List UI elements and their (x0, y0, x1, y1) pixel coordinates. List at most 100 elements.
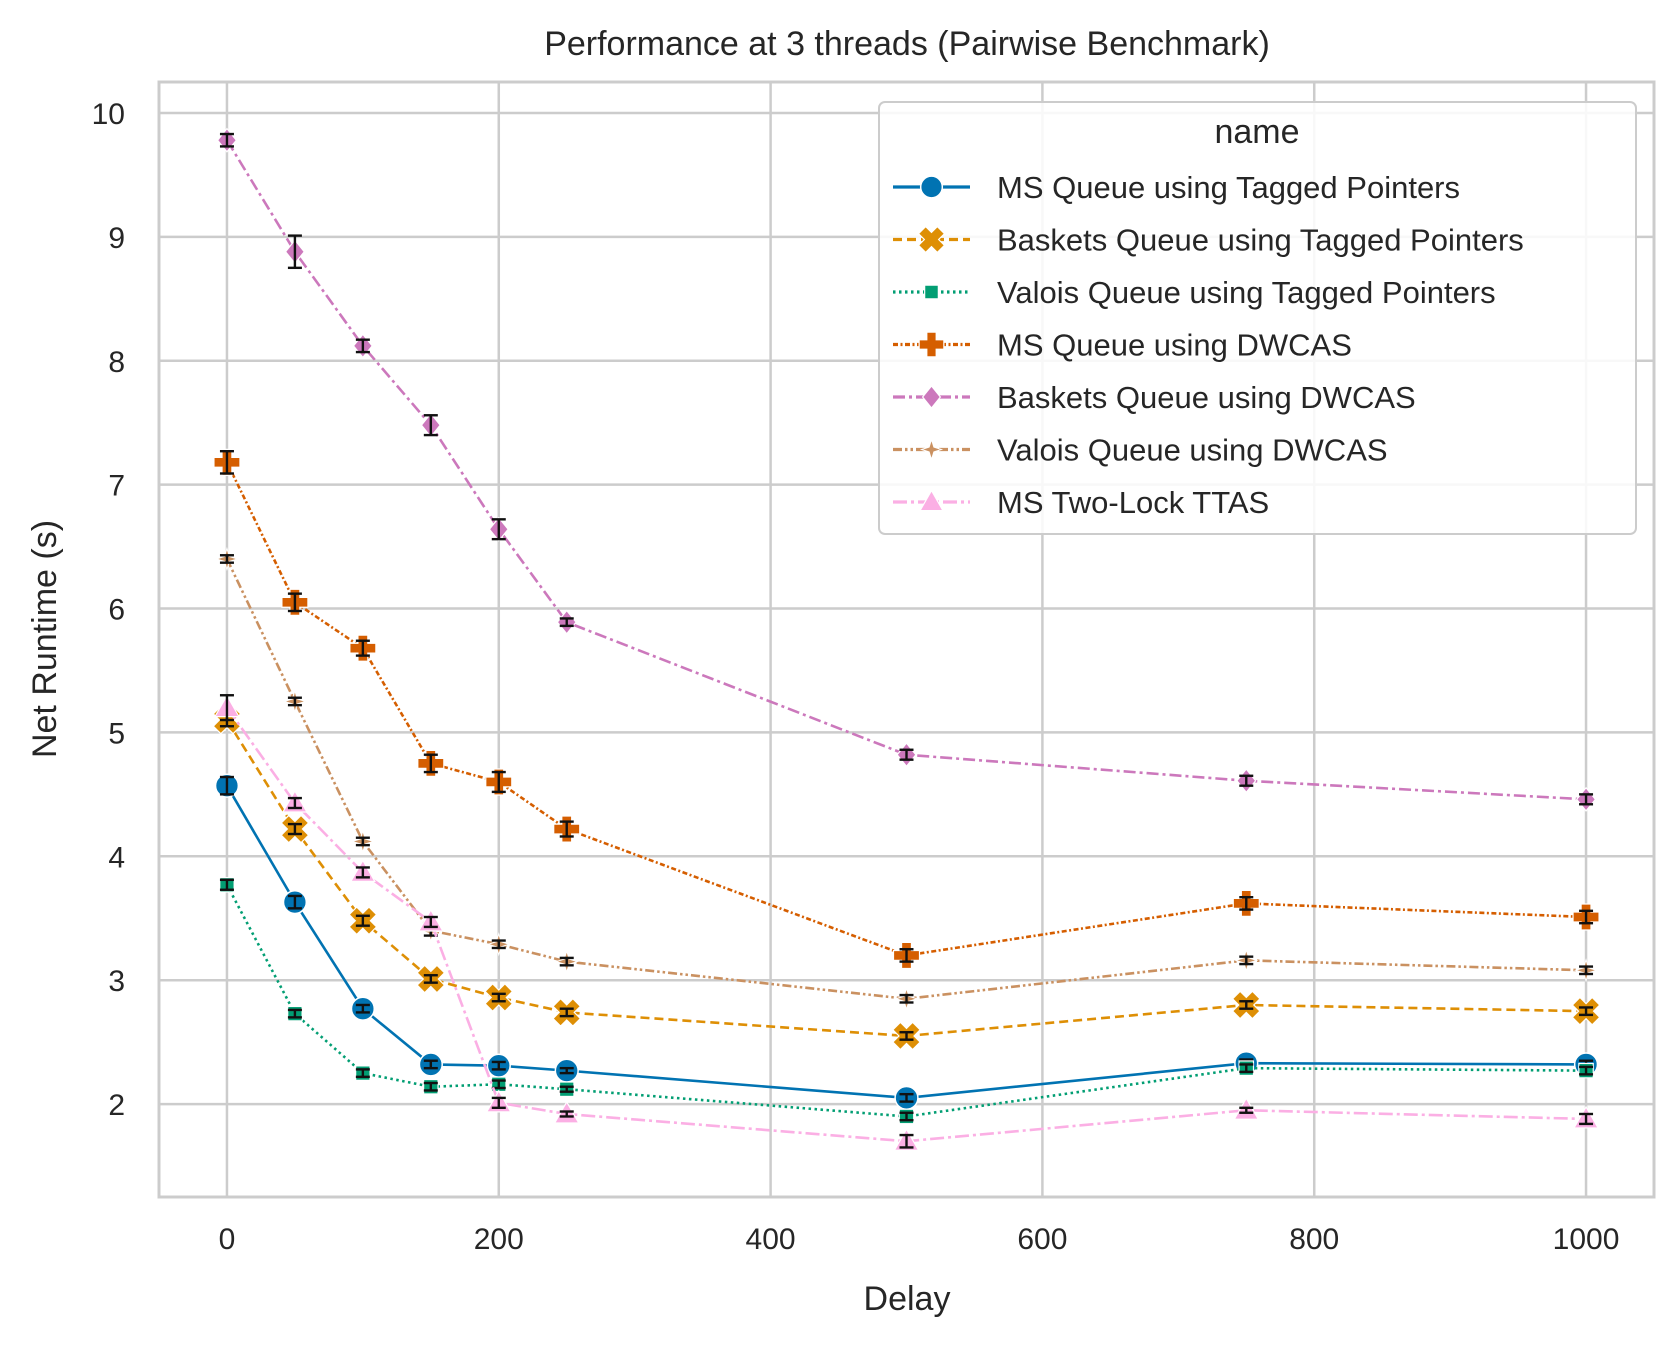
error-bar (1239, 895, 1254, 911)
error-bar (355, 639, 370, 657)
error-bar (355, 338, 370, 354)
x-tick-label: 400 (746, 1223, 796, 1256)
error-bar (355, 1003, 370, 1014)
error-bar (219, 878, 234, 891)
error-bar (287, 822, 302, 836)
legend-swatch-marker (921, 385, 942, 409)
error-bar (355, 914, 370, 927)
error-bar (1239, 955, 1254, 966)
error-bar (559, 1066, 574, 1075)
error-bar (559, 820, 574, 838)
legend-entry: Valois Queue using DWCAS (893, 433, 1388, 468)
error-bar (1579, 1065, 1594, 1076)
legend-title: name (1214, 113, 1299, 151)
x-tick-label: 600 (1017, 1223, 1067, 1256)
legend-box (878, 101, 1637, 535)
error-bar (219, 694, 234, 722)
series-1 (214, 773, 1599, 1111)
series-line (225, 139, 1587, 801)
legend-entry: Baskets Queue using Tagged Pointers (893, 223, 1524, 258)
error-bar (355, 866, 370, 879)
y-tick-label: 6 (108, 594, 125, 627)
legend-entry: Valois Queue using Tagged Pointers (893, 275, 1496, 310)
error-bar (423, 915, 438, 929)
y-tick-label: 2 (108, 1089, 125, 1122)
error-bar (491, 1060, 506, 1071)
error-bar (1579, 793, 1594, 806)
error-bar (1239, 1063, 1254, 1074)
y-tick-label: 3 (108, 965, 125, 998)
legend-swatch-marker (919, 437, 944, 462)
error-bar (899, 1111, 914, 1122)
error-bar (491, 770, 506, 794)
series-line (225, 719, 1587, 1038)
series-line (225, 706, 1587, 1143)
y-tick-label: 10 (92, 98, 125, 131)
error-bar (423, 1081, 438, 1092)
error-bar (219, 554, 234, 564)
legend-swatch-marker (919, 175, 944, 199)
error-bar (423, 414, 438, 437)
error-bar (559, 956, 574, 967)
legend-entry: MS Two-Lock TTAS (893, 485, 1269, 520)
x-tick-label: 200 (474, 1223, 524, 1256)
legend-swatch-marker (919, 489, 944, 512)
error-bar (559, 617, 574, 628)
y-tick-label: 8 (108, 346, 125, 379)
legend-swatch-marker (924, 284, 939, 300)
legend-entry: MS Queue using Tagged Pointers (893, 170, 1460, 205)
error-bar (1239, 774, 1254, 787)
error-bar (559, 1085, 574, 1093)
series-7 (213, 694, 1600, 1151)
error-bar (219, 132, 234, 148)
legend-label: Baskets Queue using Tagged Pointers (997, 223, 1524, 258)
error-bar (1579, 909, 1594, 925)
legend-label: MS Two-Lock TTAS (997, 485, 1269, 520)
y-axis-label: Net Runtime (s) (26, 520, 64, 758)
error-bar (559, 1110, 574, 1118)
y-tick-label: 7 (108, 470, 125, 503)
x-tick-label: 0 (219, 1223, 236, 1256)
legend-label: MS Queue using Tagged Pointers (997, 170, 1460, 205)
error-bar (1579, 965, 1594, 976)
legend-label: Valois Queue using DWCAS (997, 433, 1388, 468)
error-bar (899, 1133, 914, 1149)
y-tick-label: 9 (108, 222, 125, 255)
error-bar (491, 939, 506, 950)
legend-swatch-marker (917, 225, 946, 254)
y-tick-label: 4 (108, 841, 125, 874)
error-bar (899, 1092, 914, 1103)
y-tick-label: 5 (108, 717, 125, 750)
error-bar (899, 993, 914, 1004)
y-axis-ticks: 2 3 4 5 6 7 8 9 10 (92, 98, 125, 1122)
error-bar (1579, 1112, 1594, 1126)
error-bar (287, 592, 302, 613)
error-bar (355, 836, 370, 847)
error-bar (423, 974, 438, 984)
series-line (225, 461, 1587, 957)
legend-entry: MS Queue using DWCAS (893, 328, 1352, 363)
series-line (225, 558, 1587, 1001)
error-bar (491, 992, 506, 1003)
legend-label: Valois Queue using Tagged Pointers (997, 275, 1496, 310)
error-bar (559, 1007, 574, 1018)
error-bar (423, 1059, 438, 1070)
error-bar (219, 775, 234, 796)
error-bar (219, 449, 234, 475)
error-bar (899, 1031, 914, 1041)
x-tick-label: 1000 (1553, 1223, 1620, 1256)
error-bar (1239, 1106, 1254, 1114)
x-tick-label: 800 (1289, 1223, 1339, 1256)
chart-title: Performance at 3 threads (Pairwise Bench… (544, 25, 1270, 63)
series-4 (213, 448, 1600, 970)
legend-entry: Baskets Queue using DWCAS (893, 380, 1416, 415)
x-axis-ticks: 0 200 400 600 800 1000 (219, 1223, 1620, 1256)
error-bar (287, 234, 302, 270)
error-bar (491, 518, 506, 541)
series-5 (216, 127, 1597, 812)
error-bar (287, 796, 302, 810)
error-bar (423, 753, 438, 774)
legend-label: Baskets Queue using DWCAS (997, 380, 1416, 415)
